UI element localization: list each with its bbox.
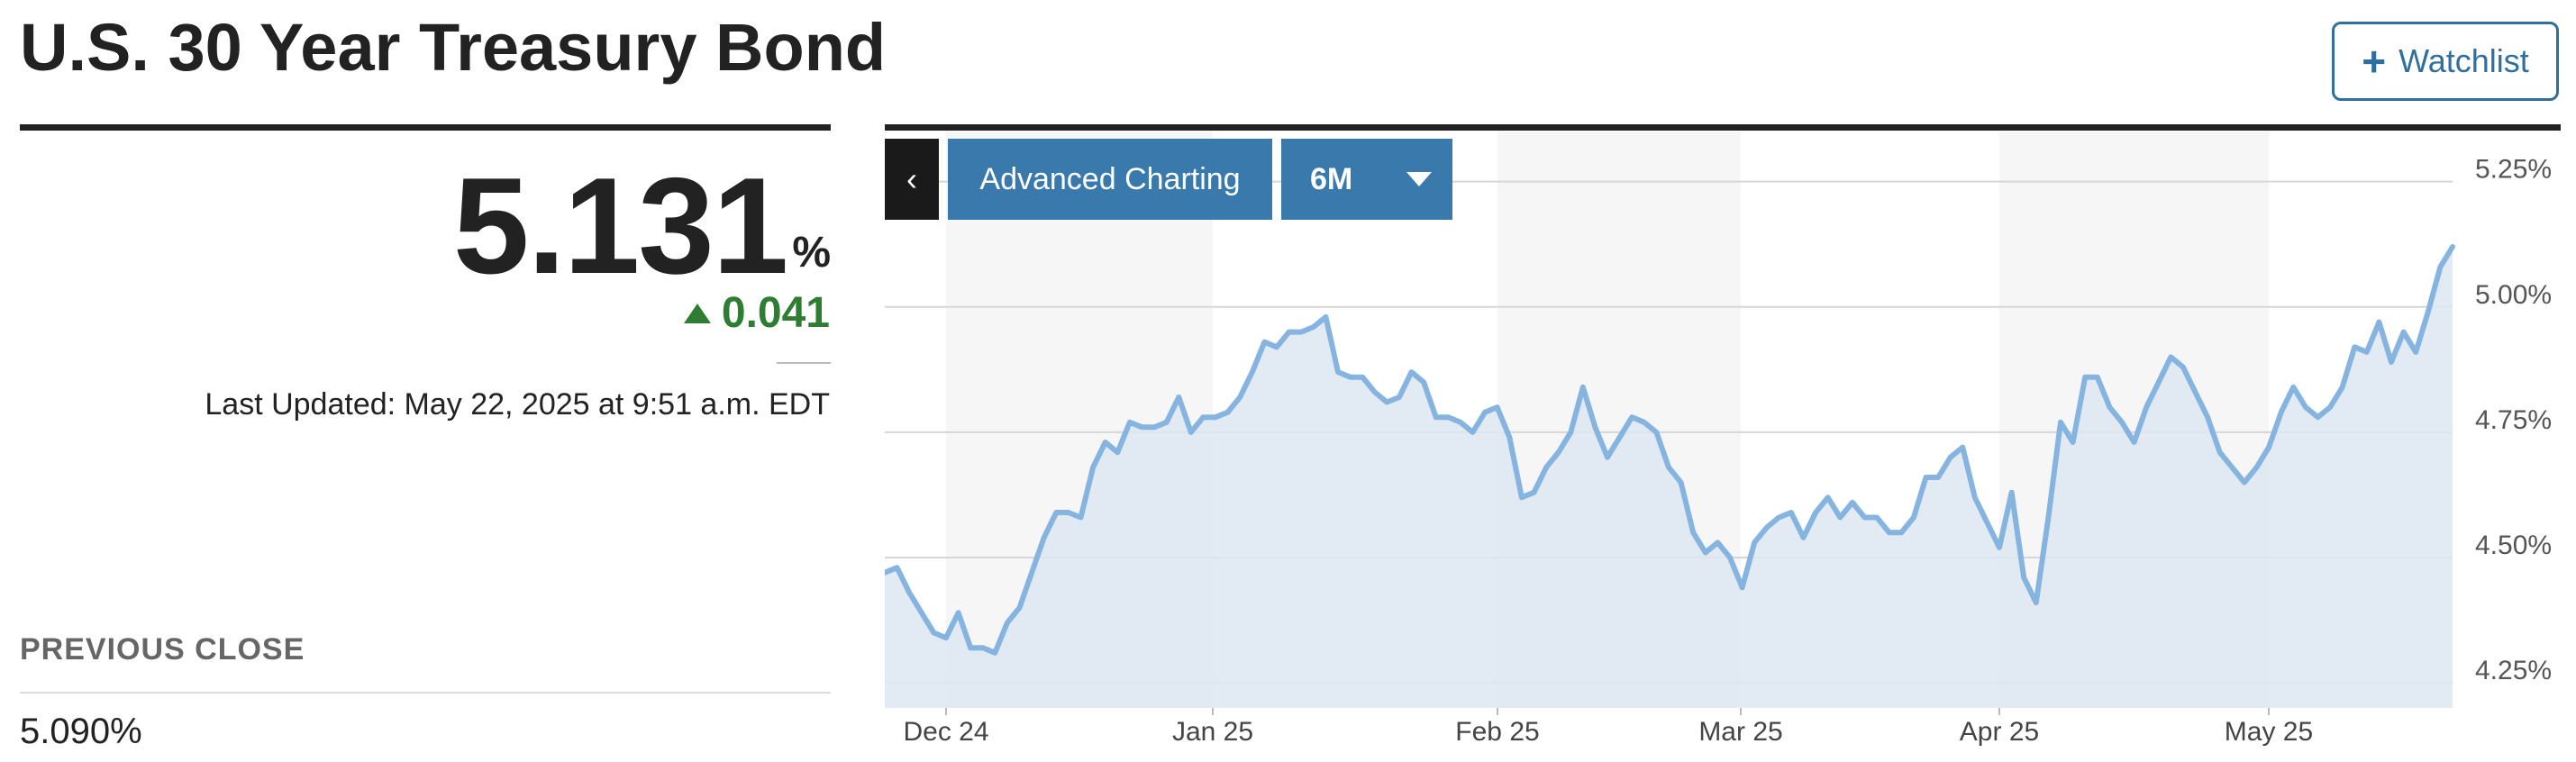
y-tick-label: 4.25%	[2475, 656, 2552, 685]
y-tick-label: 5.00%	[2475, 280, 2552, 310]
price-change: 0.041	[683, 288, 830, 338]
last-updated: Last Updated: May 22, 2025 at 9:51 a.m. …	[205, 387, 830, 422]
chart-panel-rule	[885, 124, 2561, 131]
divider	[20, 692, 831, 694]
yield-chart-svg: 5.25% 5.00% 4.75% 4.50% 4.25% Dec 24 Jan 25 Feb…	[885, 132, 2552, 747]
triangle-up-icon	[683, 303, 711, 323]
plus-icon: +	[2362, 38, 2387, 85]
y-tick-label: 4.50%	[2475, 531, 2552, 560]
x-tick-label: Mar 25	[1698, 717, 1782, 747]
divider	[777, 362, 831, 364]
series-line	[885, 244, 2455, 656]
yield-chart: 5.25% 5.00% 4.75% 4.50% 4.25% Dec 24 Jan 25 Feb…	[885, 132, 2576, 762]
yield-value: 5.131	[452, 150, 788, 303]
advanced-charting-label: Advanced Charting	[979, 161, 1241, 196]
x-tick-label: May 25	[2225, 717, 2313, 747]
chevron-left-icon: ‹	[906, 160, 917, 197]
series-area	[885, 247, 2453, 708]
chart-back-button[interactable]: ‹	[885, 139, 939, 220]
x-tick-label: Feb 25	[1455, 717, 1539, 747]
previous-close-label: PREVIOUS CLOSE	[20, 632, 305, 667]
page-title: U.S. 30 Year Treasury Bond	[20, 10, 887, 85]
yield-unit: %	[792, 229, 831, 277]
add-to-watchlist-button[interactable]: + Watchlist	[2332, 22, 2559, 101]
time-range-label: 6M	[1310, 161, 1353, 196]
y-tick-label: 5.25%	[2475, 155, 2552, 185]
x-tick-label: Apr 25	[1960, 717, 2039, 747]
watchlist-label: Watchlist	[2399, 42, 2529, 79]
caret-down-icon	[1406, 172, 1433, 186]
x-tick-label: Dec 24	[903, 717, 988, 747]
x-tick-label: Jan 25	[1172, 717, 1253, 747]
previous-close-value: 5.090%	[20, 712, 142, 751]
change-value: 0.041	[721, 289, 830, 337]
quote-panel-rule	[20, 124, 831, 131]
time-range-select[interactable]: 6M	[1281, 139, 1452, 220]
advanced-charting-button[interactable]: Advanced Charting	[948, 139, 1272, 220]
y-tick-label: 4.75%	[2475, 405, 2552, 435]
quote-price: 5.131 %	[453, 158, 831, 295]
